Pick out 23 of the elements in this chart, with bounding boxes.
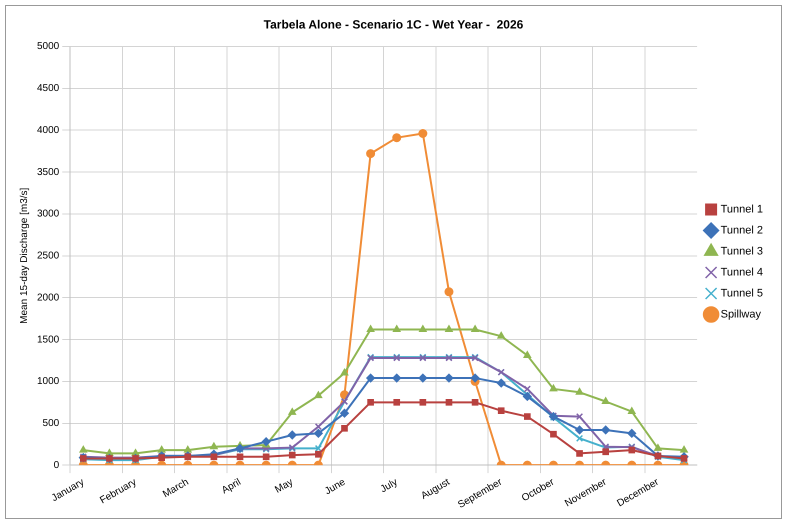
- legend-label: Tunnel 1: [720, 204, 764, 216]
- y-tick-label: 3500: [36, 166, 60, 178]
- x-tick-label: April: [220, 476, 243, 496]
- y-tick-label: 3000: [36, 208, 60, 220]
- legend-label: Tunnel 3: [720, 246, 764, 258]
- y-tick-label: 5000: [36, 41, 60, 52]
- legend-label: Tunnel 4: [720, 266, 764, 279]
- legend-label: Spillway: [720, 308, 762, 321]
- y-tick-label: 2500: [36, 250, 60, 262]
- y-axis-title: Mean 15-day Discharge [m3/s]: [18, 187, 30, 324]
- legend-label: Tunnel 2: [720, 224, 764, 237]
- x-tick-label: July: [378, 476, 400, 496]
- legend-label: Tunnel 5: [720, 288, 764, 300]
- y-tick-label: 4500: [36, 83, 60, 94]
- y-tick-label: 500: [42, 418, 60, 430]
- x-tick-label: May: [273, 476, 296, 496]
- y-tick-label: 1500: [36, 334, 60, 346]
- y-tick-label: 0: [54, 460, 60, 471]
- x-tick-label: June: [323, 476, 348, 498]
- y-tick-label: 4000: [36, 124, 60, 136]
- chart-title: Tarbela Alone - Scenario 1C - Wet Year - 2026: [264, 18, 524, 32]
- y-tick-label: 1000: [36, 376, 60, 388]
- y-tick-label: 2000: [36, 292, 60, 304]
